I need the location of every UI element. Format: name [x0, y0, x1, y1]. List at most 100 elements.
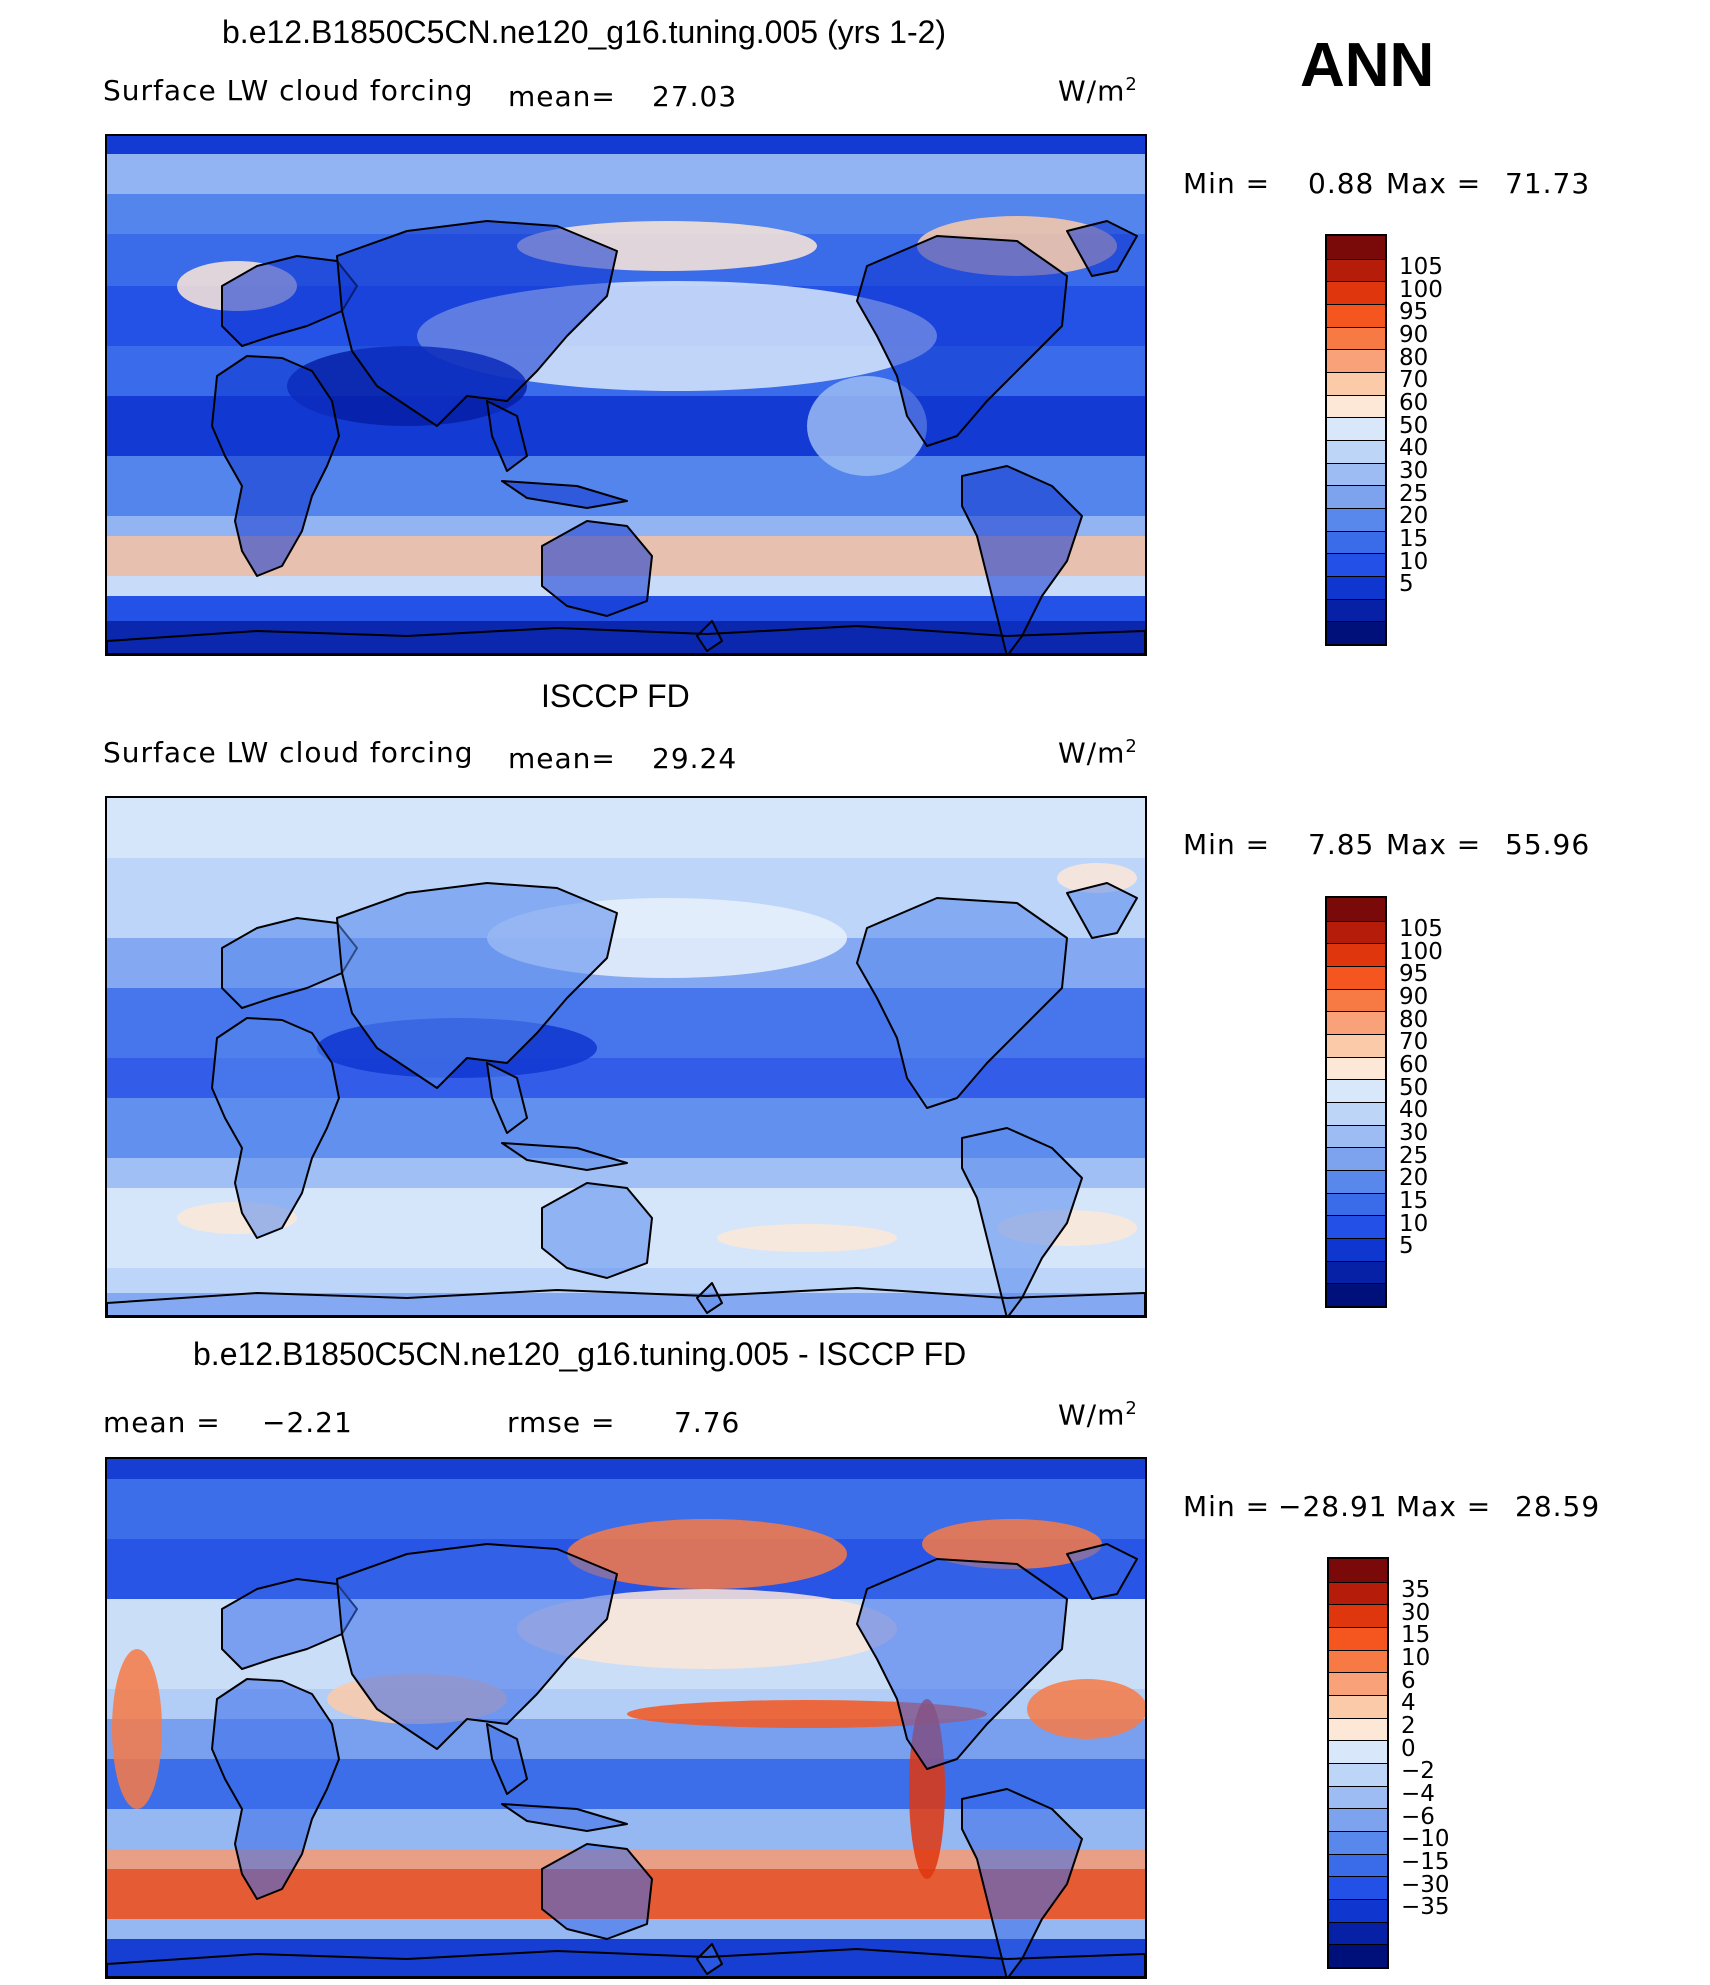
panel1-colorbar-divider	[1327, 326, 1385, 328]
panel1-colorbar-divider	[1327, 598, 1385, 600]
panel2-colorbar-divider	[1327, 1011, 1385, 1013]
panel2-colorbar-swatch	[1327, 943, 1385, 967]
panel2-mean-label: mean=	[508, 742, 616, 775]
panel3-colorbar-tick-label: 4	[1401, 1690, 1416, 1717]
panel2-colorbar-tick-label: 95	[1399, 961, 1429, 988]
contour-region	[517, 1589, 897, 1669]
panel2-colorbar-swatch	[1327, 1260, 1385, 1284]
coastline-africa	[211, 1017, 340, 1239]
panel3-colorbar-swatch	[1329, 1672, 1387, 1696]
coastline-indonesia	[501, 1803, 628, 1832]
coastline-newzealand	[696, 620, 723, 652]
panel1-title: b.e12.B1850C5CN.ne120_g16.tuning.005 (yr…	[222, 14, 947, 50]
panel2-colorbar-swatch	[1327, 1147, 1385, 1171]
panel2-colorbar-swatch	[1327, 966, 1385, 990]
panel2-colorbar-divider	[1327, 1056, 1385, 1058]
panel3-colorbar-tick-label: −6	[1401, 1803, 1435, 1830]
panel2-colorbar-divider	[1327, 988, 1385, 990]
panel2-colorbar-divider	[1327, 1283, 1385, 1285]
panel1-colorbar-tick-label: 20	[1399, 503, 1429, 530]
panel1-colorbar-swatch	[1327, 598, 1385, 622]
panel1-colorbar-swatch	[1327, 621, 1385, 645]
panel1-colorbar-swatch	[1327, 281, 1385, 305]
panel1-min-label: Min =	[1183, 167, 1271, 200]
panel2-colorbar-divider	[1327, 1124, 1385, 1126]
contour-band	[107, 621, 1145, 654]
panel1-max-value: 71.73	[1505, 167, 1591, 200]
panel1-colorbar-swatch	[1327, 417, 1385, 441]
panel3-colorbar-swatch	[1329, 1831, 1387, 1855]
panel2-mean-value: 29.24	[652, 742, 738, 775]
panel3-min-value: −28.91	[1278, 1490, 1388, 1523]
panel3-colorbar-divider	[1329, 1604, 1387, 1606]
coastline-asia	[336, 220, 618, 427]
panel3-colorbar-tick-label: −15	[1401, 1849, 1450, 1875]
panel2-colorbar-tick-label: 15	[1399, 1188, 1429, 1214]
panel3-colorbar-tick-label: −4	[1401, 1781, 1435, 1807]
panel3-colorbar-divider	[1329, 1695, 1387, 1696]
panel1-colorbar-tick-label: 95	[1399, 299, 1429, 326]
panel2-colorbar-tick-label: 70	[1399, 1029, 1429, 1056]
coastline-asia	[336, 882, 618, 1089]
panel3-colorbar-swatch	[1329, 1695, 1387, 1719]
panel3-colorbar-tick-label: −35	[1401, 1894, 1450, 1921]
panel2-colorbar-divider	[1327, 1170, 1385, 1171]
panel2-colorbar	[1325, 896, 1387, 1308]
panel2-colorbar-tick-label: 90	[1399, 984, 1429, 1010]
panel2-colorbar-divider	[1327, 1102, 1385, 1103]
season-label: ANN	[1300, 31, 1435, 100]
panel2-colorbar-divider	[1327, 1260, 1385, 1262]
coastline-asia	[336, 1543, 618, 1750]
panel3-colorbar-tick-label: 15	[1401, 1622, 1431, 1649]
panel3-rmse-value: 7.76	[674, 1406, 741, 1439]
panel3-colorbar-tick-label: 10	[1401, 1645, 1431, 1671]
panel1-colorbar-divider	[1327, 417, 1385, 419]
panel2-colorbar-swatch	[1327, 1215, 1385, 1239]
panel3-colorbar-divider	[1329, 1672, 1387, 1674]
panel2-colorbar-divider	[1327, 1079, 1385, 1081]
panel1-variable: Surface LW cloud forcing	[103, 74, 474, 107]
panel3-colorbar-divider	[1329, 1853, 1387, 1855]
panel3-colorbar-swatch	[1329, 1785, 1387, 1809]
panel2-variable: Surface LW cloud forcing	[103, 736, 474, 769]
panel1-colorbar-tick-label: 15	[1399, 526, 1429, 552]
panel1-colorbar-tick-label: 25	[1399, 480, 1429, 507]
panel3-colorbar-tick-label: 6	[1401, 1667, 1416, 1694]
contour-band	[107, 798, 1145, 858]
panel3-colorbar-tick-label: 30	[1401, 1599, 1431, 1626]
panel3-map-graphic	[107, 1459, 1145, 1977]
panel3-colorbar-swatch	[1329, 1763, 1387, 1787]
panel3-colorbar-swatch	[1329, 1717, 1387, 1741]
panel2-colorbar-divider	[1327, 966, 1385, 967]
panel3-title: b.e12.B1850C5CN.ne120_g16.tuning.005 - I…	[193, 1336, 967, 1372]
panel2-colorbar-swatch	[1327, 1102, 1385, 1126]
panel2-colorbar-swatch	[1327, 1238, 1385, 1262]
panel1-colorbar-tick-label: 90	[1399, 322, 1429, 348]
panel1-colorbar-divider	[1327, 394, 1385, 396]
panel3-max-value: 28.59	[1515, 1490, 1601, 1523]
panel3-colorbar-tick-label: 2	[1401, 1713, 1416, 1739]
contour-band	[107, 154, 1145, 194]
panel1-colorbar-divider	[1327, 349, 1385, 351]
panel1-map-graphic	[107, 136, 1145, 654]
panel3-map	[105, 1457, 1147, 1979]
panel2-units: W/m2	[1058, 736, 1138, 770]
panel2-max-value: 55.96	[1505, 828, 1591, 861]
panel3-colorbar-divider	[1329, 1649, 1387, 1651]
coastline-antarctica	[107, 625, 1145, 654]
panel3-colorbar-divider	[1329, 1740, 1387, 1742]
contour-region	[1057, 863, 1137, 893]
panel3-colorbar-divider	[1329, 1581, 1387, 1583]
panel2-colorbar-tick-label: 5	[1399, 1233, 1414, 1260]
panel3-colorbar-swatch	[1329, 1581, 1387, 1605]
panel2-colorbar-swatch	[1327, 1283, 1385, 1307]
panel3-colorbar-divider	[1329, 1831, 1387, 1832]
panel1-colorbar-divider	[1327, 462, 1385, 464]
panel1-colorbar-divider	[1327, 440, 1385, 441]
panel2-colorbar-tick-label: 100	[1399, 938, 1443, 965]
panel3-colorbar-divider	[1329, 1808, 1387, 1810]
coastline-greenland	[1066, 1543, 1138, 1600]
panel2-colorbar-swatch	[1327, 1192, 1385, 1216]
panel1-map	[105, 134, 1147, 656]
panel3-colorbar-swatch	[1329, 1808, 1387, 1832]
